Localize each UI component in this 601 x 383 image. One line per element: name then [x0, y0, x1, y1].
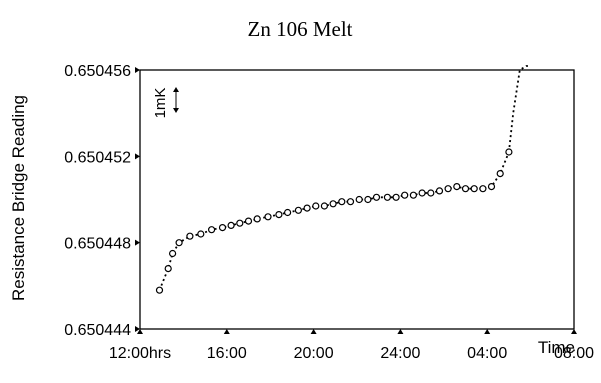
data-point — [320, 202, 328, 210]
data-point — [303, 204, 311, 212]
data-point — [186, 232, 194, 240]
x-tick-mark — [310, 329, 317, 334]
x-tick-mark — [397, 329, 404, 334]
y-tick-mark — [135, 67, 140, 73]
data-point — [197, 230, 205, 238]
data-point — [227, 221, 235, 229]
data-point — [338, 198, 346, 206]
series-line-tail — [508, 65, 530, 153]
y-tick-label: 0.650456 — [64, 63, 131, 80]
data-point — [364, 195, 372, 204]
y-tick-mark — [135, 153, 140, 160]
data-point — [372, 193, 381, 201]
data-point — [435, 187, 444, 195]
scale-annotation-text: 1mK — [152, 88, 169, 119]
y-axis: 0.650444 0.650448 0.650452 0.650456 — [64, 63, 140, 339]
x-tick-label: 04:00 — [467, 345, 507, 362]
data-point — [505, 148, 513, 156]
series-layer — [155, 65, 530, 294]
x-axis-label: Time — [538, 338, 575, 357]
data-point — [208, 226, 216, 234]
data-point — [329, 200, 337, 208]
data-point — [418, 189, 426, 197]
x-tick-label: 24:00 — [380, 345, 420, 362]
data-point — [392, 193, 400, 201]
x-tick-label: 16:00 — [207, 345, 247, 362]
data-point — [155, 286, 164, 294]
data-point — [275, 211, 283, 219]
y-tick-label: 0.650448 — [64, 236, 131, 253]
x-tick-label: 20:00 — [294, 345, 334, 362]
scale-bar-up-arrow — [173, 87, 179, 92]
data-point — [383, 193, 391, 201]
data-point — [355, 195, 363, 204]
data-point — [164, 265, 172, 273]
x-tick-mark — [223, 329, 230, 334]
x-tick-mark — [484, 329, 491, 334]
data-point — [346, 198, 355, 206]
data-point — [427, 189, 435, 197]
y-tick-mark — [135, 326, 140, 332]
scale-bar-down-arrow — [173, 108, 179, 113]
y-axis-label: Resistance Bridge Reading — [9, 95, 28, 301]
x-tick-label: 12:00hrs — [109, 345, 171, 362]
data-point — [409, 191, 417, 199]
plot-frame — [139, 69, 575, 330]
data-point — [401, 191, 409, 199]
data-point — [236, 219, 244, 227]
y-tick-mark — [135, 239, 140, 246]
data-point — [244, 217, 253, 225]
scale-annotation: 1mK — [152, 87, 179, 118]
data-point — [175, 239, 183, 247]
x-tick-mark — [571, 329, 577, 334]
data-point — [169, 249, 177, 258]
data-point — [312, 202, 320, 210]
data-point — [294, 206, 302, 214]
y-tick-label: 0.650444 — [64, 322, 131, 339]
data-point — [453, 183, 461, 191]
y-tick-label: 0.650452 — [64, 149, 131, 166]
chart-title: Zn 106 Melt — [248, 17, 353, 41]
data-point — [470, 185, 478, 193]
x-tick-mark — [137, 329, 143, 334]
data-point — [264, 213, 272, 221]
x-tick-label: 08:00 — [554, 345, 594, 362]
data-point — [479, 185, 487, 193]
x-axis: 12:00hrs 16:00 20:00 24:00 04:00 08:00 — [109, 329, 594, 362]
data-point — [218, 224, 227, 232]
data-point — [496, 170, 504, 178]
series-line — [158, 151, 510, 291]
data-point — [487, 183, 496, 191]
data-point — [253, 215, 261, 223]
data-point — [461, 185, 470, 193]
data-point — [284, 208, 292, 217]
data-point — [444, 185, 452, 193]
